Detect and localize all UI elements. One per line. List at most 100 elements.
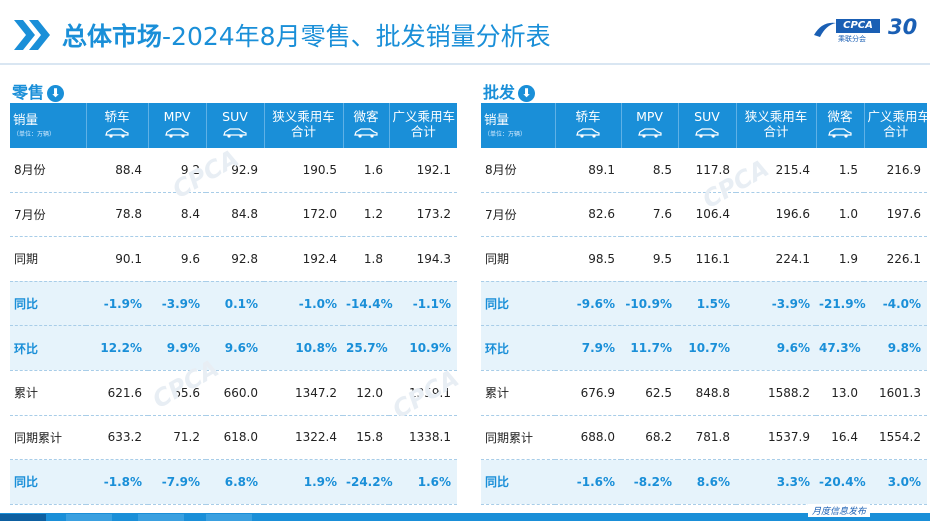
table-cell: 216.9: [864, 148, 927, 193]
footer-bar: [0, 513, 930, 521]
table-cell: 9.8%: [864, 325, 927, 371]
publish-label: 月度信息发布: [808, 504, 871, 517]
wholesale-table-header: 销量 （单位：万辆） 轿车 MPV SUV 狭义乘用车 合计 微客 广义乘用车 合计: [481, 103, 930, 148]
table-cell: 621.6: [86, 370, 148, 416]
table-cell: 1347.2: [264, 370, 343, 416]
table-row: 8月份 89.1 8.5 117.8 215.4 1.5 216.9: [481, 148, 927, 193]
table-cell: 16.4: [816, 415, 864, 461]
table-cell: 7.9%: [555, 325, 621, 371]
minivan-icon: [347, 126, 386, 141]
row-label: 同比: [481, 459, 555, 505]
table-cell: 215.4: [736, 148, 816, 193]
table-cell: 9.2: [148, 148, 206, 193]
footer-tab[interactable]: [206, 514, 252, 521]
table-cell: 25.7%: [343, 325, 389, 371]
table-cell: 92.8: [206, 236, 264, 282]
table-cell: 1338.1: [389, 415, 457, 461]
table-cell: 688.0: [555, 415, 621, 461]
table-cell: 8.5: [621, 148, 678, 193]
table-cell: 8.4: [148, 192, 206, 238]
table-row: 同比 -1.9% -3.9% 0.1% -1.0% -14.4% -1.1%: [10, 281, 457, 327]
row-label: 7月份: [10, 192, 86, 238]
table-cell: 194.3: [389, 236, 457, 282]
table-cell: 6.8%: [206, 459, 264, 505]
table-cell: -4.0%: [864, 281, 927, 327]
wholesale-table: 销量 （单位：万辆） 轿车 MPV SUV 狭义乘用车 合计 微客 广义乘用车 合计 …: [481, 103, 930, 505]
table-cell: 226.1: [864, 236, 927, 282]
footer-tab[interactable]: [0, 514, 46, 521]
table-row: 同期 90.1 9.6 92.8 192.4 1.8 194.3: [10, 236, 457, 282]
table-cell: 10.7%: [678, 325, 736, 371]
retail-section-label: 零售 ⬇: [12, 79, 65, 103]
footer: 月度信息发布: [0, 500, 930, 521]
row-label: 同期累计: [10, 415, 86, 461]
col-sedan: 轿车: [86, 103, 149, 148]
cpca-logo: CPCA 乘联分会 30: [808, 15, 920, 45]
table-cell: 89.1: [555, 148, 621, 193]
double-chevron-icon: [14, 20, 50, 50]
mpv-icon: [625, 126, 675, 141]
row-label: 同期: [10, 236, 86, 282]
table-cell: 676.9: [555, 370, 621, 416]
row-label: 累计: [10, 370, 86, 416]
row-label: 环比: [481, 325, 555, 371]
col-narrow-total: 狭义乘用车 合计: [264, 103, 344, 148]
row-label: 7月份: [481, 192, 555, 238]
table-row: 同比 -9.6% -10.9% 1.5% -3.9% -21.9% -4.0%: [481, 281, 927, 327]
table-cell: 62.5: [621, 370, 678, 416]
logo-badge: CPCA: [836, 19, 880, 33]
table-cell: 12.0: [343, 370, 389, 416]
table-cell: 92.9: [206, 148, 264, 193]
table-cell: -7.9%: [148, 459, 206, 505]
row-label: 8月份: [10, 148, 86, 193]
col-narrow-total: 狭义乘用车 合计: [736, 103, 817, 148]
suv-icon: [210, 126, 261, 141]
logo-anniversary: 30: [888, 15, 918, 39]
row-label: 同期: [481, 236, 555, 282]
header-divider: [0, 63, 930, 65]
footer-tab[interactable]: [138, 514, 184, 521]
table-cell: 224.1: [736, 236, 816, 282]
table-cell: 848.8: [678, 370, 736, 416]
table-cell: 1554.2: [864, 415, 927, 461]
table-cell: 1.9: [816, 236, 864, 282]
table-row: 同比 -1.8% -7.9% 6.8% 1.9% -24.2% 1.6%: [10, 459, 457, 505]
table-cell: 190.5: [264, 148, 343, 193]
retail-table-header: 销量 （单位：万辆） 轿车 MPV SUV 狭义乘用车 合计 微客 广义乘用车 合计: [10, 103, 457, 148]
minivan-icon: [820, 126, 861, 141]
table-cell: 1.0: [816, 192, 864, 238]
table-cell: 172.0: [264, 192, 343, 238]
row-label: 累计: [481, 370, 555, 416]
col-broad-total: 广义乘用车 合计: [864, 103, 930, 148]
row-label: 同期累计: [481, 415, 555, 461]
col-mini: 微客: [816, 103, 865, 148]
table-cell: 1588.2: [736, 370, 816, 416]
table-cell: 71.2: [148, 415, 206, 461]
table-cell: -1.0%: [264, 281, 343, 327]
table-cell: 47.3%: [816, 325, 864, 371]
footer-tab[interactable]: [66, 514, 112, 521]
cpca-swoosh-icon: [814, 22, 836, 37]
table-cell: -1.8%: [86, 459, 148, 505]
table-row: 同期 98.5 9.5 116.1 224.1 1.9 226.1: [481, 236, 927, 282]
table-cell: 196.6: [736, 192, 816, 238]
table-cell: 192.4: [264, 236, 343, 282]
col-mpv: MPV: [621, 103, 679, 148]
table-cell: 106.4: [678, 192, 736, 238]
col-mpv: MPV: [148, 103, 207, 148]
row-label: 同比: [481, 281, 555, 327]
table-cell: 1601.3: [864, 370, 927, 416]
down-arrow-icon: ⬇: [47, 85, 65, 102]
table-cell: 15.8: [343, 415, 389, 461]
table-cell: 10.8%: [264, 325, 343, 371]
table-cell: 9.6: [148, 236, 206, 282]
table-cell: 13.0: [816, 370, 864, 416]
table-cell: 1.8: [343, 236, 389, 282]
table-cell: 3.0%: [864, 459, 927, 505]
table-cell: -14.4%: [343, 281, 393, 327]
table-cell: -3.9%: [148, 281, 206, 327]
col-broad-total: 广义乘用车 合计: [389, 103, 457, 148]
table-cell: -9.6%: [555, 281, 621, 327]
sedan-icon: [90, 126, 145, 141]
table-cell: 8.6%: [678, 459, 736, 505]
